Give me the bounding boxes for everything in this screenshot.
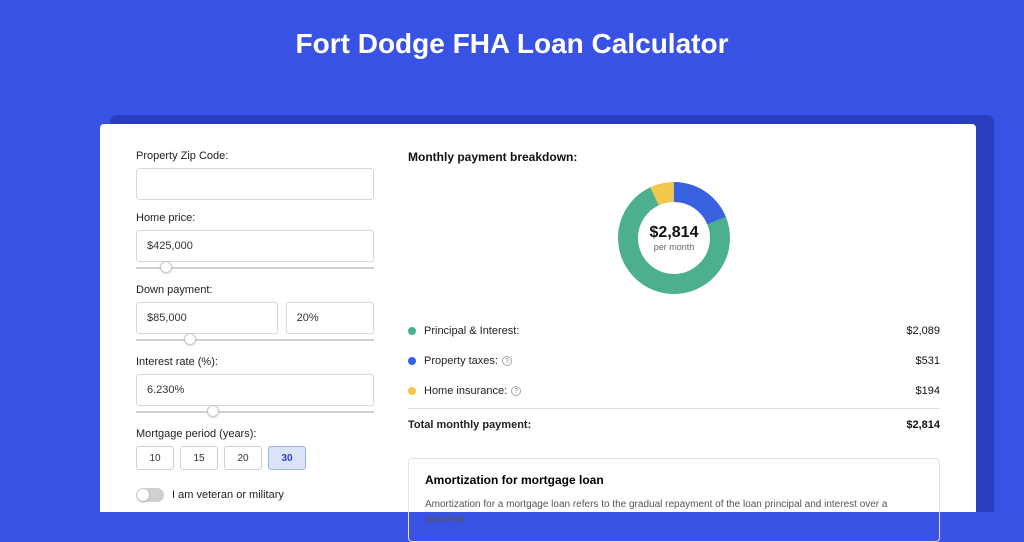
breakdown-value: $194 xyxy=(916,385,940,397)
donut-slice xyxy=(674,182,726,224)
total-label: Total monthly payment: xyxy=(408,419,906,431)
interest-field: Interest rate (%): xyxy=(136,356,374,416)
breakdown-list: Principal & Interest:$2,089Property taxe… xyxy=(408,316,940,406)
breakdown-row: Principal & Interest:$2,089 xyxy=(408,316,940,346)
total-value: $2,814 xyxy=(906,419,940,431)
amortization-text: Amortization for a mortgage loan refers … xyxy=(425,497,923,527)
calculator-card: Property Zip Code: Home price: Down paym… xyxy=(100,124,976,512)
breakdown-title: Monthly payment breakdown: xyxy=(408,150,940,164)
donut-chart: $2,814 per month xyxy=(614,178,734,298)
down-payment-label: Down payment: xyxy=(136,284,374,296)
slider-thumb[interactable] xyxy=(160,261,172,273)
down-payment-percent-input[interactable] xyxy=(286,302,374,334)
breakdown-label: Home insurance:? xyxy=(424,385,916,397)
veteran-row: I am veteran or military xyxy=(136,488,374,502)
home-price-slider[interactable] xyxy=(136,264,374,272)
breakdown-row: Home insurance:?$194 xyxy=(408,376,940,406)
slider-thumb[interactable] xyxy=(207,405,219,417)
breakdown-label: Principal & Interest: xyxy=(424,325,906,337)
info-icon[interactable]: ? xyxy=(502,356,512,366)
donut-center: $2,814 per month xyxy=(650,224,699,252)
down-payment-field: Down payment: xyxy=(136,284,374,344)
down-payment-slider[interactable] xyxy=(136,336,374,344)
donut-amount: $2,814 xyxy=(650,224,699,242)
breakdown-value: $531 xyxy=(916,355,940,367)
amortization-title: Amortization for mortgage loan xyxy=(425,473,923,487)
interest-label: Interest rate (%): xyxy=(136,356,374,368)
amortization-box: Amortization for mortgage loan Amortizat… xyxy=(408,458,940,542)
page-title: Fort Dodge FHA Loan Calculator xyxy=(0,0,1024,82)
zip-field: Property Zip Code: xyxy=(136,150,374,200)
period-btn-20[interactable]: 20 xyxy=(224,446,262,470)
interest-slider[interactable] xyxy=(136,408,374,416)
total-row: Total monthly payment: $2,814 xyxy=(408,408,940,440)
donut-chart-wrap: $2,814 per month xyxy=(408,178,940,298)
donut-sub: per month xyxy=(650,242,699,252)
slider-thumb[interactable] xyxy=(184,333,196,345)
zip-input[interactable] xyxy=(136,168,374,200)
veteran-toggle[interactable] xyxy=(136,488,164,502)
breakdown-label: Property taxes:? xyxy=(424,355,916,367)
period-btn-10[interactable]: 10 xyxy=(136,446,174,470)
slider-track xyxy=(136,339,374,341)
home-price-input[interactable] xyxy=(136,230,374,262)
form-column: Property Zip Code: Home price: Down paym… xyxy=(136,150,374,512)
period-options: 10152030 xyxy=(136,446,374,470)
info-icon[interactable]: ? xyxy=(511,386,521,396)
results-column: Monthly payment breakdown: $2,814 per mo… xyxy=(408,150,940,512)
zip-label: Property Zip Code: xyxy=(136,150,374,162)
breakdown-value: $2,089 xyxy=(906,325,940,337)
home-price-label: Home price: xyxy=(136,212,374,224)
home-price-field: Home price: xyxy=(136,212,374,272)
period-field: Mortgage period (years): 10152030 xyxy=(136,428,374,470)
legend-dot xyxy=(408,357,416,365)
legend-dot xyxy=(408,387,416,395)
period-btn-30[interactable]: 30 xyxy=(268,446,306,470)
slider-track xyxy=(136,411,374,413)
legend-dot xyxy=(408,327,416,335)
breakdown-row: Property taxes:?$531 xyxy=(408,346,940,376)
interest-input[interactable] xyxy=(136,374,374,406)
period-btn-15[interactable]: 15 xyxy=(180,446,218,470)
period-label: Mortgage period (years): xyxy=(136,428,374,440)
veteran-label: I am veteran or military xyxy=(172,489,284,501)
down-payment-amount-input[interactable] xyxy=(136,302,278,334)
